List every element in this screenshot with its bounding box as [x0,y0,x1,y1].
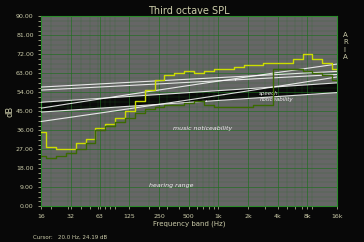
Text: Cursor:   20.0 Hz, 24.19 dB: Cursor: 20.0 Hz, 24.19 dB [33,234,107,239]
X-axis label: Frequency band (Hz): Frequency band (Hz) [153,220,225,227]
Text: A
R
I
A: A R I A [343,31,348,60]
Text: speech
noticeability: speech noticeability [259,91,293,102]
Title: Third octave SPL: Third octave SPL [149,6,230,15]
Y-axis label: dB: dB [5,106,15,117]
Text: music noticeability: music noticeability [174,126,233,131]
Text: hearing range: hearing range [150,183,194,188]
Polygon shape [0,16,364,185]
